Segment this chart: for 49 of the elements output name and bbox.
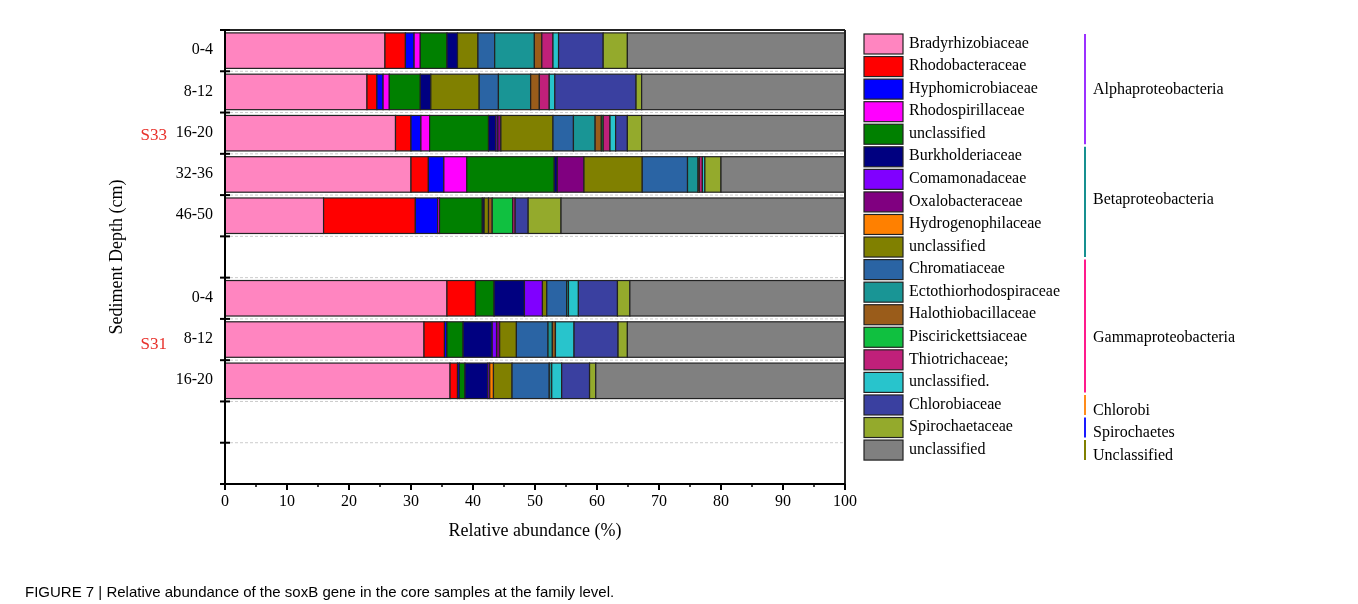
text: Unclassified xyxy=(1093,445,1173,463)
text: Chlorobi xyxy=(1093,400,1151,418)
y-tick-label: 16-20 xyxy=(175,122,213,140)
text: S31 xyxy=(140,333,167,353)
legend-label: unclassified. xyxy=(909,372,990,390)
legend-label: Chromatiaceae xyxy=(909,259,1005,277)
x-tick-label: 10 xyxy=(279,492,295,509)
x-tick-label: 20 xyxy=(341,492,357,509)
legend-label: Burkholderiaceae xyxy=(909,146,1022,164)
text: S33 xyxy=(140,124,167,144)
y-tick-label: 46-50 xyxy=(175,205,213,223)
x-tick-label: 30 xyxy=(403,492,419,509)
y-tick-label: 8-12 xyxy=(183,81,213,99)
legend-label: Oxalobacteraceae xyxy=(909,191,1023,209)
caption: FIGURE 7 | Relative abundance of the soxB gene in the core samples at the family level. xyxy=(25,582,615,600)
y-tick-label: 32-36 xyxy=(175,164,213,182)
legend-label: Hydrogenophilaceae xyxy=(909,214,1042,233)
legend-label: Rhodospirillaceae xyxy=(909,101,1025,120)
legend-label: Thiotrichaceae; xyxy=(909,349,1009,367)
text: Alphaproteobacteria xyxy=(1093,79,1224,98)
legend-label: unclassified xyxy=(909,439,986,457)
y-tick-label: 8-12 xyxy=(183,329,213,347)
x-tick-label: 80 xyxy=(713,492,729,509)
legend-label: Spirochaetaceae xyxy=(909,417,1013,436)
y-axis-title: Sediment Depth (cm) xyxy=(106,179,127,335)
legend-label: Bradyrhizobiaceae xyxy=(909,33,1029,52)
x-tick-label: 90 xyxy=(775,492,791,509)
y-tick-label: 0-4 xyxy=(191,287,213,305)
legend-label: unclassified xyxy=(909,236,986,254)
x-tick-label: 50 xyxy=(527,492,543,509)
x-tick-label: 100 xyxy=(833,492,857,509)
legend-label: Comamonadaceae xyxy=(909,169,1027,187)
legend-label: Rhodobacteraceae xyxy=(909,56,1027,74)
legend-label: unclassified xyxy=(909,123,986,141)
legend-label: Ectothiorhodospiraceae xyxy=(909,281,1061,300)
y-tick-label: 0-4 xyxy=(191,40,213,58)
x-tick-label: 60 xyxy=(589,492,605,509)
legend-label: Hyphomicrobiaceae xyxy=(909,78,1038,97)
legend-label: Piscirickettsiaceae xyxy=(909,326,1028,344)
text: Spirochaetes xyxy=(1093,422,1175,441)
x-axis-title: Relative abundance (%) xyxy=(448,520,622,541)
x-tick-label: 70 xyxy=(651,492,667,509)
legend-label: Halothiobacillaceae xyxy=(909,304,1037,322)
legend-label: Chlorobiaceae xyxy=(909,394,1002,412)
x-tick-label: 40 xyxy=(465,492,481,509)
y-tick-label: 16-20 xyxy=(175,370,213,388)
x-tick-label: 0 xyxy=(221,492,229,509)
text: Betaproteobacteria xyxy=(1093,189,1214,208)
text: Gammaproteobacteria xyxy=(1093,327,1236,346)
